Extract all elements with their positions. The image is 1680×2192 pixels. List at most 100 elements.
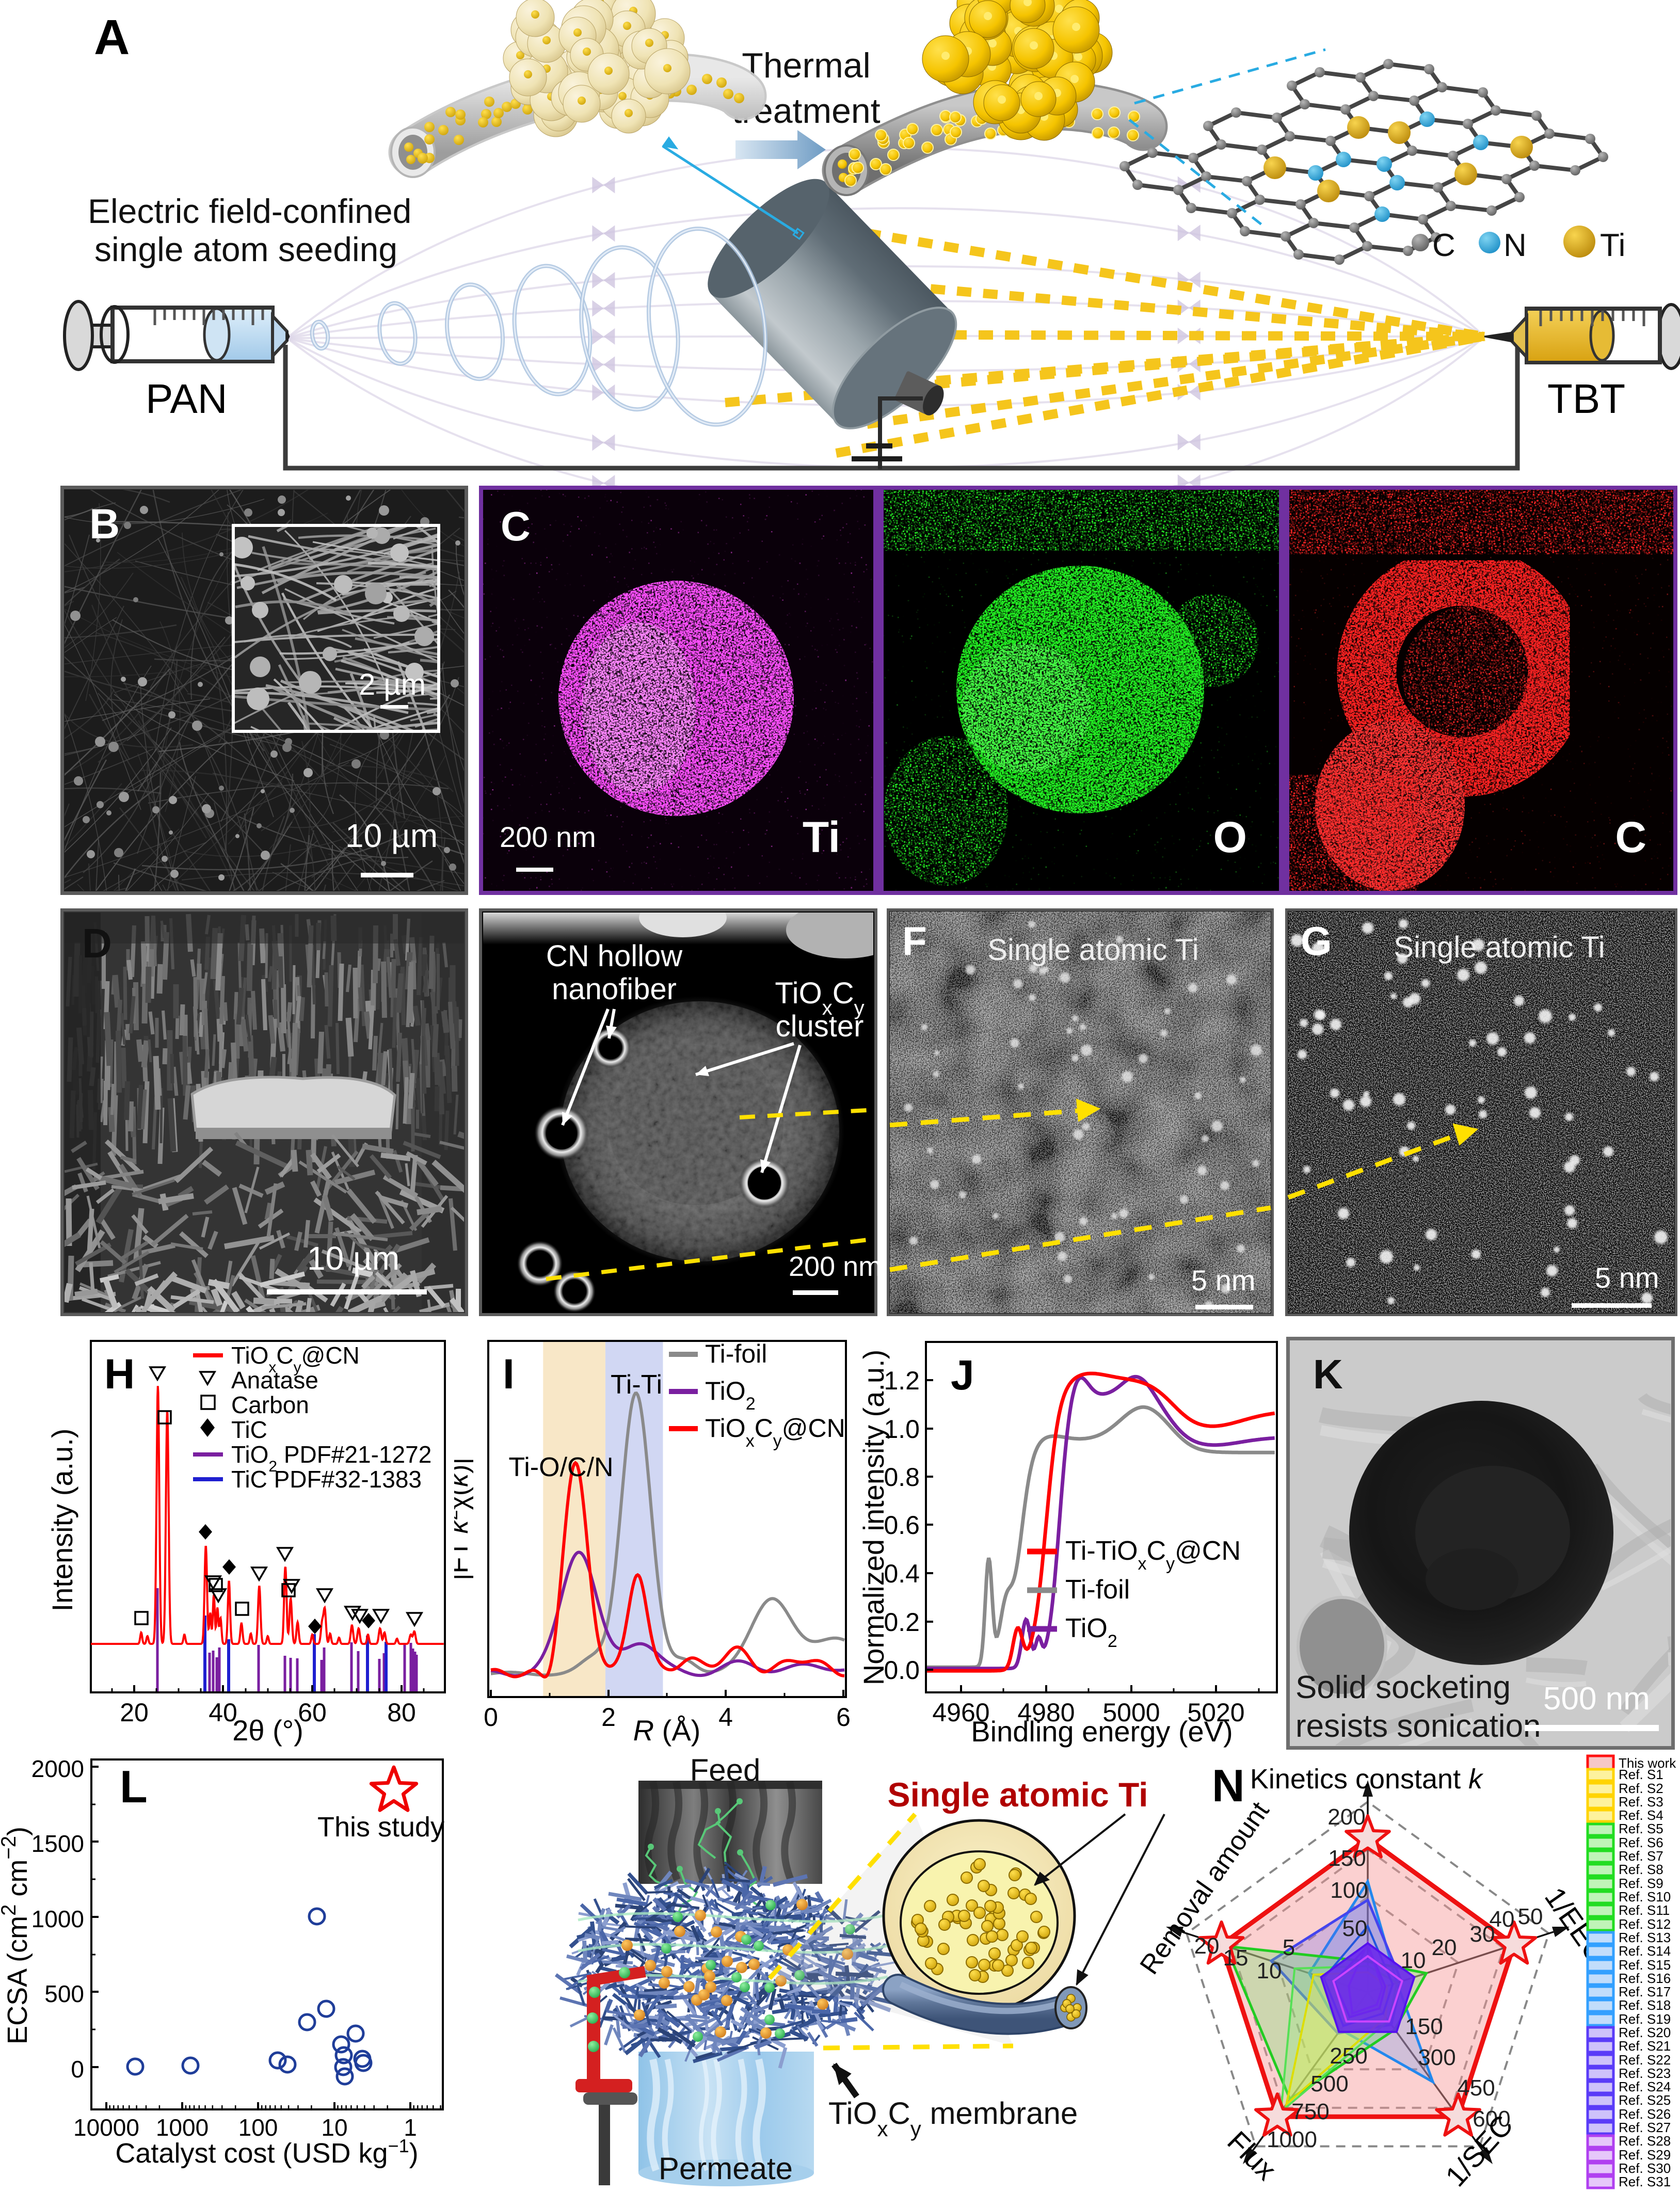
svg-text:TiC PDF#32-1383: TiC PDF#32-1383: [231, 1466, 422, 1493]
svg-text:4960: 4960: [932, 1698, 989, 1727]
svg-text:2: 2: [601, 1703, 616, 1732]
svg-text:Single atomic Ti: Single atomic Ti: [987, 933, 1198, 967]
svg-text:F: F: [902, 918, 927, 964]
svg-text:50: 50: [1518, 1904, 1543, 1929]
svg-text:50: 50: [1342, 1916, 1368, 1941]
svg-text:10000: 10000: [73, 2114, 139, 2141]
svg-text:ECSA (cm2 cm−2): ECSA (cm2 cm−2): [0, 1827, 33, 2044]
svg-text:1500: 1500: [31, 1830, 84, 1857]
svg-text:Ref. S12: Ref. S12: [1619, 1916, 1671, 1932]
svg-text:Ref. S26: Ref. S26: [1619, 2106, 1671, 2122]
svg-text:0.6: 0.6: [884, 1511, 920, 1540]
svg-text:J: J: [951, 1352, 974, 1399]
svg-text:Electric field-confined: Electric field-confined: [88, 192, 411, 230]
svg-text:1: 1: [404, 2114, 417, 2141]
svg-text:80: 80: [387, 1698, 416, 1727]
svg-text:750: 750: [1291, 2099, 1329, 2124]
svg-text:Anatase: Anatase: [231, 1367, 318, 1394]
svg-text:TiC: TiC: [231, 1416, 267, 1443]
svg-text:Ref. S10: Ref. S10: [1619, 1889, 1671, 1905]
svg-text:4980: 4980: [1017, 1698, 1075, 1727]
svg-text:Ref. S8: Ref. S8: [1619, 1862, 1663, 1877]
svg-text:Single atomic Ti: Single atomic Ti: [1394, 931, 1605, 964]
svg-text:Ref. S6: Ref. S6: [1619, 1835, 1663, 1850]
svg-text:O: O: [1213, 813, 1247, 861]
svg-text:6: 6: [836, 1703, 851, 1732]
svg-text:C: C: [501, 503, 531, 549]
svg-text:150: 150: [1405, 2014, 1443, 2039]
svg-text:Ti-Ti: Ti-Ti: [611, 1370, 662, 1400]
svg-text:Ref. S16: Ref. S16: [1619, 1971, 1671, 1986]
svg-text:Ref. S27: Ref. S27: [1619, 2120, 1671, 2135]
svg-text:500: 500: [44, 1980, 84, 2007]
svg-text:10 µm: 10 µm: [307, 1240, 399, 1277]
svg-text:1000: 1000: [1267, 2127, 1317, 2152]
svg-text:Ref. S11: Ref. S11: [1619, 1902, 1670, 1918]
svg-text:Permeate: Permeate: [659, 2151, 793, 2186]
svg-text:B: B: [89, 501, 120, 548]
svg-text:30: 30: [1470, 1922, 1495, 1947]
svg-text:cluster: cluster: [776, 1010, 864, 1043]
svg-text:R (Å): R (Å): [633, 1714, 701, 1747]
svg-text:Ref. S9: Ref. S9: [1619, 1876, 1663, 1891]
svg-text:1.2: 1.2: [884, 1366, 920, 1395]
svg-text:This study: This study: [317, 1812, 444, 1843]
svg-text:10: 10: [1401, 1948, 1426, 1973]
svg-text:2000: 2000: [31, 1755, 84, 1782]
svg-text:250: 250: [1330, 2043, 1367, 2069]
svg-text:Carbon: Carbon: [231, 1391, 309, 1418]
svg-text:2 µm: 2 µm: [359, 668, 426, 701]
svg-text:H: H: [104, 1351, 135, 1398]
svg-text:0.2: 0.2: [884, 1608, 920, 1637]
svg-text:2θ (°): 2θ (°): [232, 1714, 303, 1747]
svg-text:Ref. S2: Ref. S2: [1619, 1781, 1663, 1796]
svg-text:0: 0: [484, 1703, 498, 1732]
svg-text:Ref. S23: Ref. S23: [1619, 2066, 1671, 2081]
svg-text:Ref. S18: Ref. S18: [1619, 1997, 1671, 2013]
svg-text:PAN: PAN: [146, 376, 228, 422]
svg-text:4: 4: [718, 1703, 733, 1732]
svg-text:200 nm: 200 nm: [500, 821, 596, 853]
svg-text:Ref. S4: Ref. S4: [1619, 1807, 1663, 1823]
svg-text:0.8: 0.8: [884, 1463, 920, 1492]
svg-text:|FT k2χ(k)|: |FT k2χ(k)|: [454, 1458, 474, 1580]
svg-text:C: C: [1615, 813, 1646, 861]
svg-text:5 nm: 5 nm: [1191, 1264, 1256, 1297]
svg-text:Ref. S25: Ref. S25: [1619, 2092, 1671, 2108]
svg-text:20: 20: [1194, 1933, 1220, 1959]
svg-text:L: L: [120, 1761, 148, 1812]
svg-text:Ti: Ti: [1600, 228, 1625, 263]
svg-text:Ref. S31: Ref. S31: [1619, 2174, 1671, 2189]
svg-text:600: 600: [1473, 2106, 1510, 2132]
svg-text:150: 150: [1328, 1846, 1366, 1871]
svg-text:Ref. S1: Ref. S1: [1619, 1767, 1663, 1782]
svg-text:60: 60: [298, 1698, 327, 1727]
svg-text:500 nm: 500 nm: [1543, 1681, 1650, 1717]
svg-text:nanofiber: nanofiber: [552, 972, 677, 1006]
svg-text:CN hollow: CN hollow: [546, 939, 683, 973]
svg-text:500: 500: [1310, 2071, 1348, 2097]
svg-text:Ti-O/C/N: Ti-O/C/N: [508, 1452, 613, 1482]
svg-text:10: 10: [1257, 1958, 1282, 1983]
svg-text:Ref. S20: Ref. S20: [1619, 2025, 1671, 2040]
svg-text:This work: This work: [1619, 1755, 1676, 1771]
svg-text:resists sonication: resists sonication: [1295, 1708, 1541, 1744]
svg-text:450: 450: [1457, 2075, 1495, 2101]
svg-text:Feed: Feed: [690, 1753, 761, 1787]
svg-text:Ref. S28: Ref. S28: [1619, 2133, 1671, 2149]
svg-text:100: 100: [1330, 1878, 1368, 1903]
svg-text:Ref. S13: Ref. S13: [1619, 1930, 1671, 1945]
svg-text:0.0: 0.0: [884, 1656, 920, 1685]
svg-text:D: D: [82, 920, 112, 966]
svg-text:Bindling energy (eV): Bindling energy (eV): [971, 1715, 1233, 1748]
svg-text:Ref. S7: Ref. S7: [1619, 1848, 1663, 1864]
svg-text:single atom seeding: single atom seeding: [94, 230, 397, 268]
svg-text:Ref. S24: Ref. S24: [1619, 2079, 1671, 2094]
svg-text:Ref. S17: Ref. S17: [1619, 1984, 1671, 1999]
svg-text:15: 15: [1223, 1945, 1249, 1971]
svg-text:1000: 1000: [156, 2114, 209, 2141]
svg-text:C: C: [1432, 228, 1455, 263]
svg-text:5: 5: [1283, 1935, 1295, 1960]
svg-text:Ti-foil: Ti-foil: [1065, 1575, 1130, 1605]
svg-text:20: 20: [1432, 1935, 1457, 1960]
